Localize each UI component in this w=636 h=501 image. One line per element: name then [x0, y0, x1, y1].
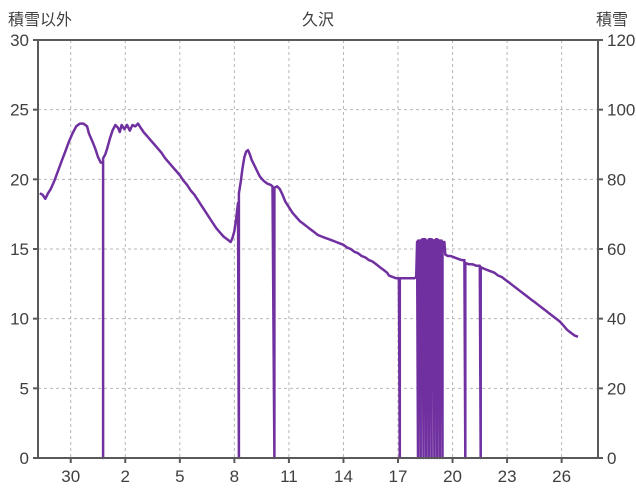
right-axis-tick-label: 120: [607, 31, 635, 50]
chart-title: 久沢: [301, 12, 334, 29]
right-axis-title: 積雪: [595, 12, 628, 29]
right-axis-tick-label: 80: [607, 170, 626, 189]
right-axis-tick-label: 60: [607, 240, 626, 259]
data-line: [39, 122, 579, 460]
left-axis-tick-label: 25: [10, 101, 29, 120]
left-axis-tick-label: 30: [10, 31, 29, 50]
right-axis-tick-label: 40: [607, 310, 626, 329]
left-axis-title: 積雪以外: [8, 12, 73, 29]
left-axis-tick-label: 0: [20, 449, 29, 468]
right-axis-tick-label: 0: [607, 449, 616, 468]
left-axis-tick-label: 10: [10, 310, 29, 329]
left-axis-tick-label: 5: [20, 379, 29, 398]
right-axis-tick-label: 20: [607, 379, 626, 398]
x-axis-tick-label: 14: [334, 467, 353, 486]
x-axis-tick-label: 30: [61, 467, 80, 486]
x-axis-tick-label: 8: [230, 467, 239, 486]
right-axis-tick-label: 100: [607, 101, 635, 120]
x-axis-tick-label: 26: [552, 467, 571, 486]
x-axis-tick-label: 20: [443, 467, 462, 486]
left-axis-tick-label: 20: [10, 170, 29, 189]
x-axis-tick-label: 11: [280, 467, 298, 486]
x-axis-tick-label: 2: [121, 467, 130, 486]
x-axis-tick-label: 23: [498, 467, 517, 486]
x-axis-tick-label: 17: [389, 467, 408, 486]
left-axis-tick-label: 15: [10, 240, 29, 259]
x-axis-tick-label: 5: [175, 467, 184, 486]
